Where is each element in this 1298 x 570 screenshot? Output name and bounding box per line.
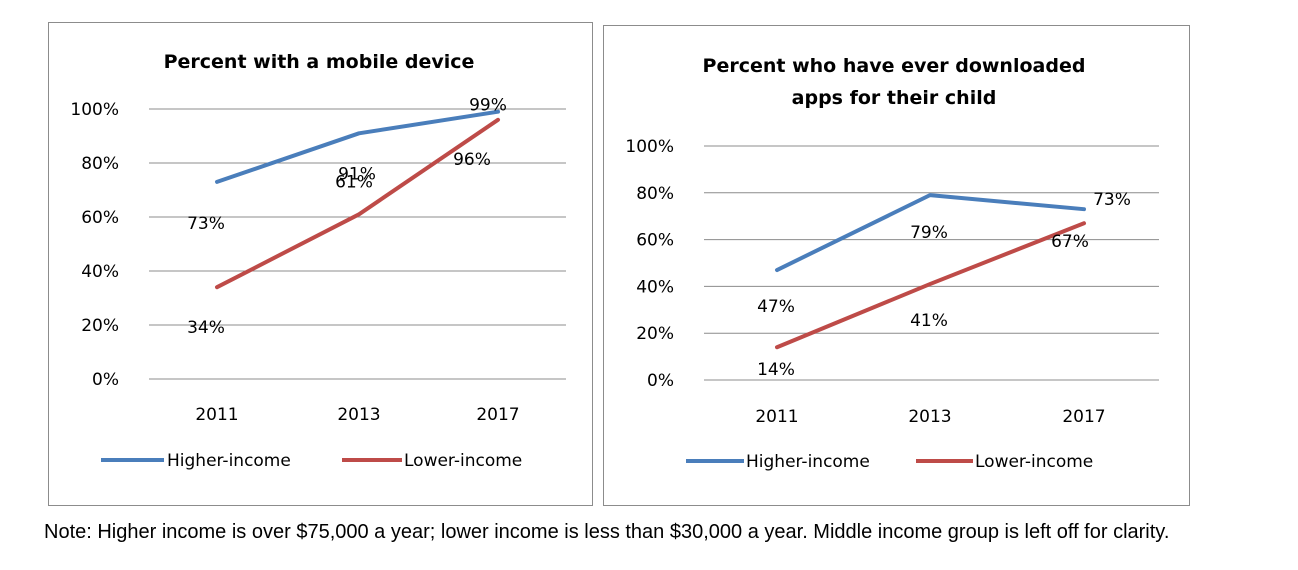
x-tick-label: 2011 xyxy=(195,405,238,425)
y-tick-label: 0% xyxy=(647,371,674,391)
chart-panel-downloaded-apps: Percent who have ever downloaded apps for… xyxy=(603,25,1190,506)
chart-mobile-device: Percent with a mobile device 0% 20% 40% 60% 8… xyxy=(70,51,566,471)
x-tick-label: 2017 xyxy=(476,405,519,425)
y-tick-label: 80% xyxy=(636,184,674,204)
x-tick-label: 2013 xyxy=(337,405,380,425)
y-tick-label: 0% xyxy=(92,370,119,390)
y-tick-label: 100% xyxy=(70,100,119,120)
data-label: 14% xyxy=(757,360,795,380)
data-label: 73% xyxy=(187,214,225,234)
legend-label: Lower-income xyxy=(975,452,1093,472)
data-label: 67% xyxy=(1051,232,1089,252)
y-tick-label: 20% xyxy=(636,324,674,344)
y-tick-label: 40% xyxy=(81,262,119,282)
y-tick-label: 100% xyxy=(625,137,674,157)
data-label: 99% xyxy=(469,96,507,116)
chart-title: Percent with a mobile device xyxy=(164,51,475,73)
y-tick-label: 40% xyxy=(636,277,674,297)
y-tick-label: 80% xyxy=(81,154,119,174)
y-tick-label: 60% xyxy=(636,231,674,251)
y-tick-label: 60% xyxy=(81,208,119,228)
data-label: 96% xyxy=(453,150,491,170)
x-tick-label: 2013 xyxy=(908,407,951,427)
legend-label: Lower-income xyxy=(404,451,522,471)
data-label: 91% xyxy=(338,164,376,184)
series-line-higher-income xyxy=(215,109,500,184)
data-label: 79% xyxy=(910,223,948,243)
chart-title: apps for their child xyxy=(792,87,997,109)
legend-label: Higher-income xyxy=(746,452,870,472)
series-line-lower-income xyxy=(215,117,500,290)
x-tick-label: 2011 xyxy=(755,407,798,427)
y-tick-label: 20% xyxy=(81,316,119,336)
chart-downloaded-apps: Percent who have ever downloaded apps for… xyxy=(625,55,1159,472)
x-tick-label: 2017 xyxy=(1062,407,1105,427)
chart-panel-mobile-device: Percent with a mobile device 0% 20% 40% 60% 8… xyxy=(48,22,593,506)
data-label: 34% xyxy=(187,318,225,338)
legend-label: Higher-income xyxy=(167,451,291,471)
series-line-higher-income xyxy=(775,193,1086,273)
data-label: 61% xyxy=(335,172,373,192)
data-label: 73% xyxy=(1093,190,1131,210)
data-label: 47% xyxy=(757,297,795,317)
data-label: 41% xyxy=(910,311,948,331)
chart-title: Percent who have ever downloaded xyxy=(703,55,1086,77)
series-line-lower-income xyxy=(775,221,1086,350)
chart-note: Note: Higher income is over $75,000 a ye… xyxy=(44,521,1170,543)
